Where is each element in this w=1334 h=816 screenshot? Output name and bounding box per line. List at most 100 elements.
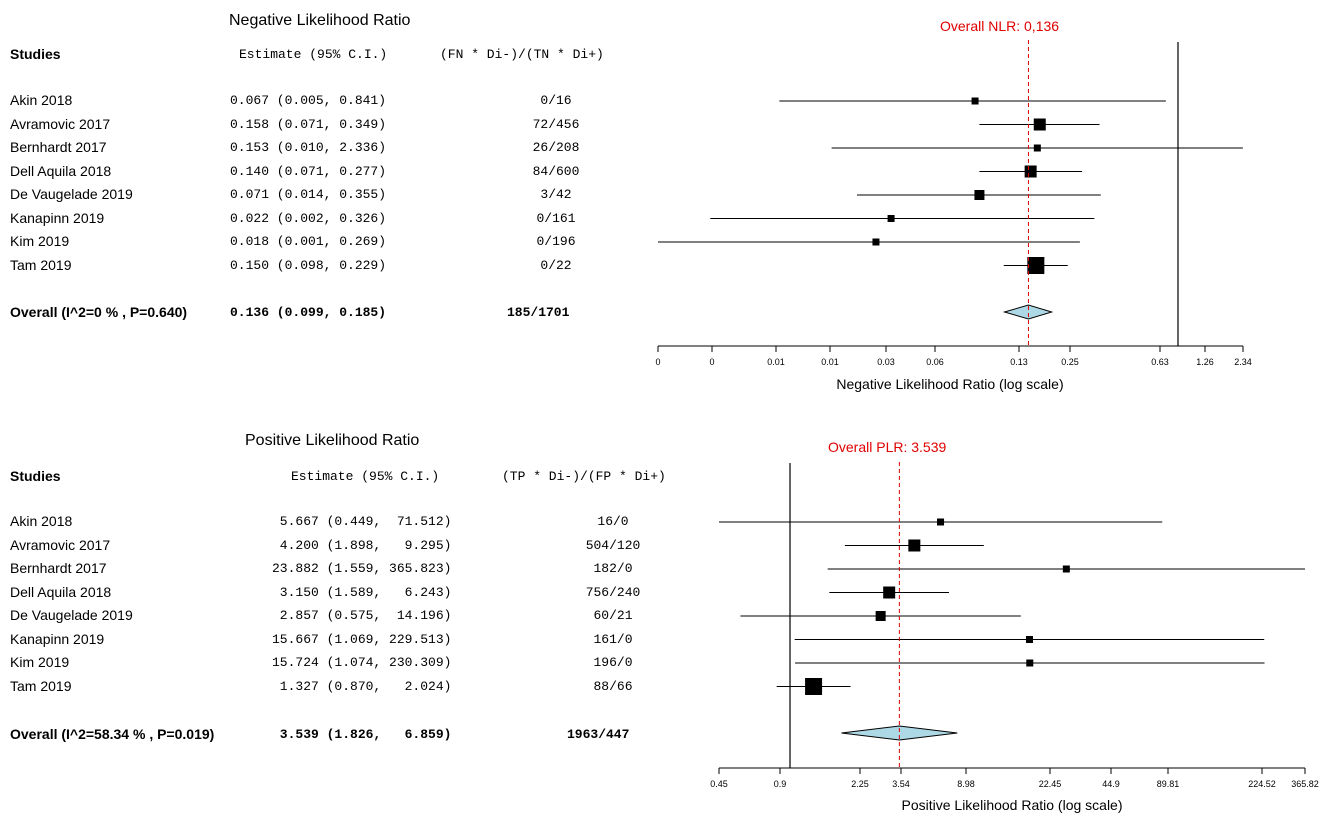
nlr-row-study: Bernhardt 2017 — [10, 139, 107, 155]
nlr-x-tick-label: 0 — [655, 357, 660, 367]
nlr-study-marker — [974, 190, 985, 200]
plr-x-tick-label: 365.82 — [1291, 779, 1319, 789]
plr-row-study: Kanapinn 2019 — [10, 630, 105, 647]
nlr-row-counts: 0/16 — [540, 93, 572, 108]
nlr-row-estimate: 0.158 (0.071, 0.349) — [230, 116, 387, 132]
nlr-row-study: Dell Aquila 2018 — [10, 162, 112, 179]
plr-row-study: De Vaugelade 2019 — [10, 607, 133, 623]
nlr-study-marker — [1024, 165, 1037, 178]
nlr-row-counts: 84/600 — [532, 163, 580, 179]
plr-study-marker — [883, 586, 896, 599]
plr-study-marker — [805, 678, 823, 695]
nlr-title: Negative Likelihood Ratio — [229, 12, 411, 29]
nlr-row-counts: 72/456 — [532, 116, 580, 132]
plr-row-counts: 60/21 — [593, 608, 633, 623]
nlr-row-study: De Vaugelade 2019 — [10, 186, 133, 202]
plr-row-estimate: 23.882 (1.559, 365.823) — [272, 561, 452, 576]
plr-row-estimate: 15.667 (1.069, 229.513) — [272, 631, 452, 647]
plr-row-counts: 182/0 — [593, 561, 633, 576]
plr-study-marker — [1062, 565, 1070, 573]
plr-study-marker — [875, 611, 886, 621]
plr-row-estimate: 3.150 (1.589, 6.243) — [272, 584, 452, 600]
plr-row-estimate: 1.327 (0.870, 2.024) — [272, 678, 452, 694]
plr-x-axis-label: Positive Likelihood Ratio (log scale) — [902, 797, 1123, 813]
plr-overall-counts: 1963/447 — [567, 727, 630, 742]
plr-row-counts: 196/0 — [593, 655, 633, 670]
nlr-study-marker — [1033, 118, 1046, 131]
plr-x-tick-label: 22.45 — [1039, 779, 1062, 789]
nlr-overall-diamond — [1002, 304, 1054, 320]
plr-x-tick-label: 8.98 — [957, 779, 975, 789]
nlr-header-counts: (FN * Di-)/(TN * Di+) — [440, 47, 604, 62]
nlr-row-estimate: 0.071 (0.014, 0.355) — [230, 187, 387, 202]
nlr-overall-estimate: 0.136 (0.099, 0.185) — [230, 305, 387, 320]
plr-overall-label: Overall (I^2=58.34 % , P=0.019) — [10, 726, 215, 742]
plr-row-study: Dell Aquila 2018 — [10, 583, 112, 600]
nlr-x-tick-label: 0.06 — [926, 357, 944, 367]
nlr-x-tick-label: 0.03 — [877, 357, 895, 367]
nlr-row-estimate: 0.022 (0.002, 0.326) — [230, 210, 387, 226]
nlr-header-estimate: Estimate (95% C.I.) — [239, 47, 388, 62]
plr-study-marker — [1026, 659, 1034, 667]
plr-header-estimate: Estimate (95% C.I.) — [291, 469, 440, 484]
plr-x-tick-label: 3.54 — [892, 779, 910, 789]
nlr-row-counts: 0/161 — [536, 210, 576, 226]
plr-study-marker — [1025, 636, 1033, 643]
nlr-row-estimate: 0.150 (0.098, 0.229) — [230, 257, 387, 273]
nlr-study-marker — [887, 215, 895, 222]
nlr-row-study: Kim 2019 — [10, 233, 70, 249]
nlr-study-marker — [1033, 144, 1041, 152]
nlr-study-marker — [872, 238, 880, 246]
nlr-row-counts: 26/208 — [532, 140, 580, 155]
nlr-x-tick-label: 0.63 — [1151, 357, 1169, 367]
plr-row-counts: 756/240 — [585, 584, 641, 600]
plr-overall-estimate: 3.539 (1.826, 6.859) — [272, 727, 452, 742]
plr-row-study: Tam 2019 — [10, 677, 72, 694]
plr-row-study: Kim 2019 — [10, 654, 70, 670]
nlr-row-estimate: 0.140 (0.071, 0.277) — [230, 163, 387, 179]
nlr-x-tick-label: 0.01 — [767, 357, 785, 367]
plr-header-studies: Studies — [10, 468, 61, 484]
nlr-row-estimate: 0.067 (0.005, 0.841) — [230, 93, 387, 108]
plr-study-marker — [908, 539, 921, 552]
nlr-overall-line-label: Overall NLR: 0,136 — [940, 18, 1059, 34]
nlr-x-tick-label: 2.34 — [1234, 357, 1252, 367]
nlr-row-study: Avramovic 2017 — [10, 115, 111, 132]
nlr-x-tick-label: 1.26 — [1196, 357, 1214, 367]
plr-row-counts: 161/0 — [593, 631, 633, 647]
plr-row-estimate: 4.200 (1.898, 9.295) — [272, 537, 452, 553]
plr-study-marker — [937, 518, 945, 526]
plr-row-counts: 88/66 — [593, 678, 633, 694]
plr-row-study: Akin 2018 — [10, 513, 73, 529]
nlr-x-axis-label: Negative Likelihood Ratio (log scale) — [836, 376, 1063, 392]
plr-row-estimate: 5.667 (0.449, 71.512) — [272, 514, 452, 529]
nlr-row-counts: 0/22 — [540, 257, 572, 273]
nlr-header-studies: Studies — [10, 46, 61, 62]
plr-x-tick-label: 0.45 — [710, 779, 728, 789]
nlr-row-counts: 0/196 — [536, 234, 576, 249]
nlr-row-counts: 3/42 — [540, 187, 572, 202]
nlr-row-estimate: 0.153 (0.010, 2.336) — [230, 140, 387, 155]
nlr-x-tick-label: 0.25 — [1061, 357, 1079, 367]
plr-row-estimate: 15.724 (1.074, 230.309) — [272, 655, 452, 670]
plr-title: Positive Likelihood Ratio — [245, 432, 420, 449]
plr-row-counts: 504/120 — [585, 537, 641, 553]
nlr-row-estimate: 0.018 (0.001, 0.269) — [230, 234, 387, 249]
plr-header-counts: (TP * Di-)/(FP * Di+) — [502, 469, 666, 484]
plr-overall-diamond — [841, 725, 958, 741]
nlr-x-tick-label: 0.01 — [821, 357, 839, 367]
plr-overall-line-label: Overall PLR: 3.539 — [828, 439, 946, 455]
nlr-study-marker — [971, 97, 979, 105]
nlr-row-study: Akin 2018 — [10, 92, 73, 108]
nlr-row-study: Kanapinn 2019 — [10, 209, 105, 226]
nlr-overall-label: Overall (I^2=0 % , P=0.640) — [10, 304, 188, 320]
plr-x-tick-label: 0.9 — [774, 779, 787, 789]
plr-x-tick-label: 44.9 — [1102, 779, 1120, 789]
nlr-study-marker — [1027, 257, 1045, 274]
plr-x-tick-label: 224.52 — [1248, 779, 1276, 789]
nlr-x-tick-label: 0.13 — [1010, 357, 1028, 367]
plr-x-tick-label: 2.25 — [851, 779, 869, 789]
plr-row-counts: 16/0 — [597, 514, 629, 529]
plr-row-study: Avramovic 2017 — [10, 536, 111, 553]
